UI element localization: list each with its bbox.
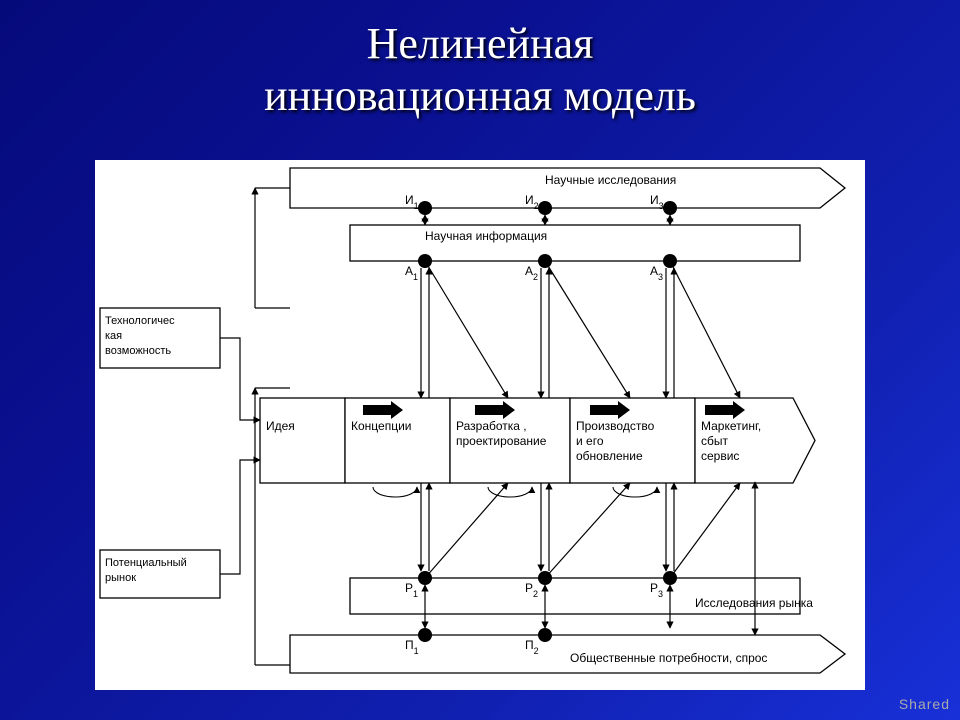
svg-text:А2: А2 (525, 264, 538, 282)
svg-text:Идея: Идея (266, 419, 295, 433)
node-r2 (538, 571, 552, 585)
svg-text:Исследования рынка: Исследования рынка (695, 596, 813, 610)
title-line-2: инновационная модель (264, 71, 696, 120)
svg-text:Потенциальный: Потенциальный (105, 557, 187, 569)
svg-text:рынок: рынок (105, 572, 136, 584)
svg-text:Технологичес: Технологичес (105, 315, 175, 327)
node-r1 (418, 571, 432, 585)
svg-text:сервис: сервис (701, 449, 739, 463)
watermark: Shared (899, 696, 950, 712)
node-a2 (538, 254, 552, 268)
svg-text:Концепции: Концепции (351, 419, 411, 433)
node-i3 (663, 201, 677, 215)
svg-text:и его: и его (576, 434, 604, 448)
svg-text:сбыт: сбыт (701, 434, 728, 448)
title-line-1: Нелинейная (367, 19, 594, 68)
svg-text:Производство: Производство (576, 419, 655, 433)
svg-text:Общественные потребности, спро: Общественные потребности, спрос (570, 651, 767, 665)
svg-text:А1: А1 (405, 264, 418, 282)
svg-text:обновление: обновление (576, 449, 643, 463)
diagram-svg: Научные исследования Научная информация Ис… (95, 160, 865, 690)
node-a1 (418, 254, 432, 268)
svg-text:Научные исследования: Научные исследования (545, 173, 676, 187)
svg-text:проектирование: проектирование (456, 434, 547, 448)
svg-text:Научная информация: Научная информация (425, 229, 547, 243)
svg-text:кая: кая (105, 330, 122, 342)
node-i1 (418, 201, 432, 215)
slide-title: Нелинейная инновационная модель (0, 18, 960, 122)
diagram-canvas: Научные исследования Научная информация Ис… (95, 160, 865, 690)
svg-text:возможность: возможность (105, 345, 171, 357)
node-i2 (538, 201, 552, 215)
node-p2 (538, 628, 552, 642)
node-p1 (418, 628, 432, 642)
svg-text:А3: А3 (650, 264, 663, 282)
node-a3 (663, 254, 677, 268)
svg-text:Маркетинг,: Маркетинг, (701, 419, 761, 433)
node-r3 (663, 571, 677, 585)
svg-text:Разработка ,: Разработка , (456, 419, 527, 433)
